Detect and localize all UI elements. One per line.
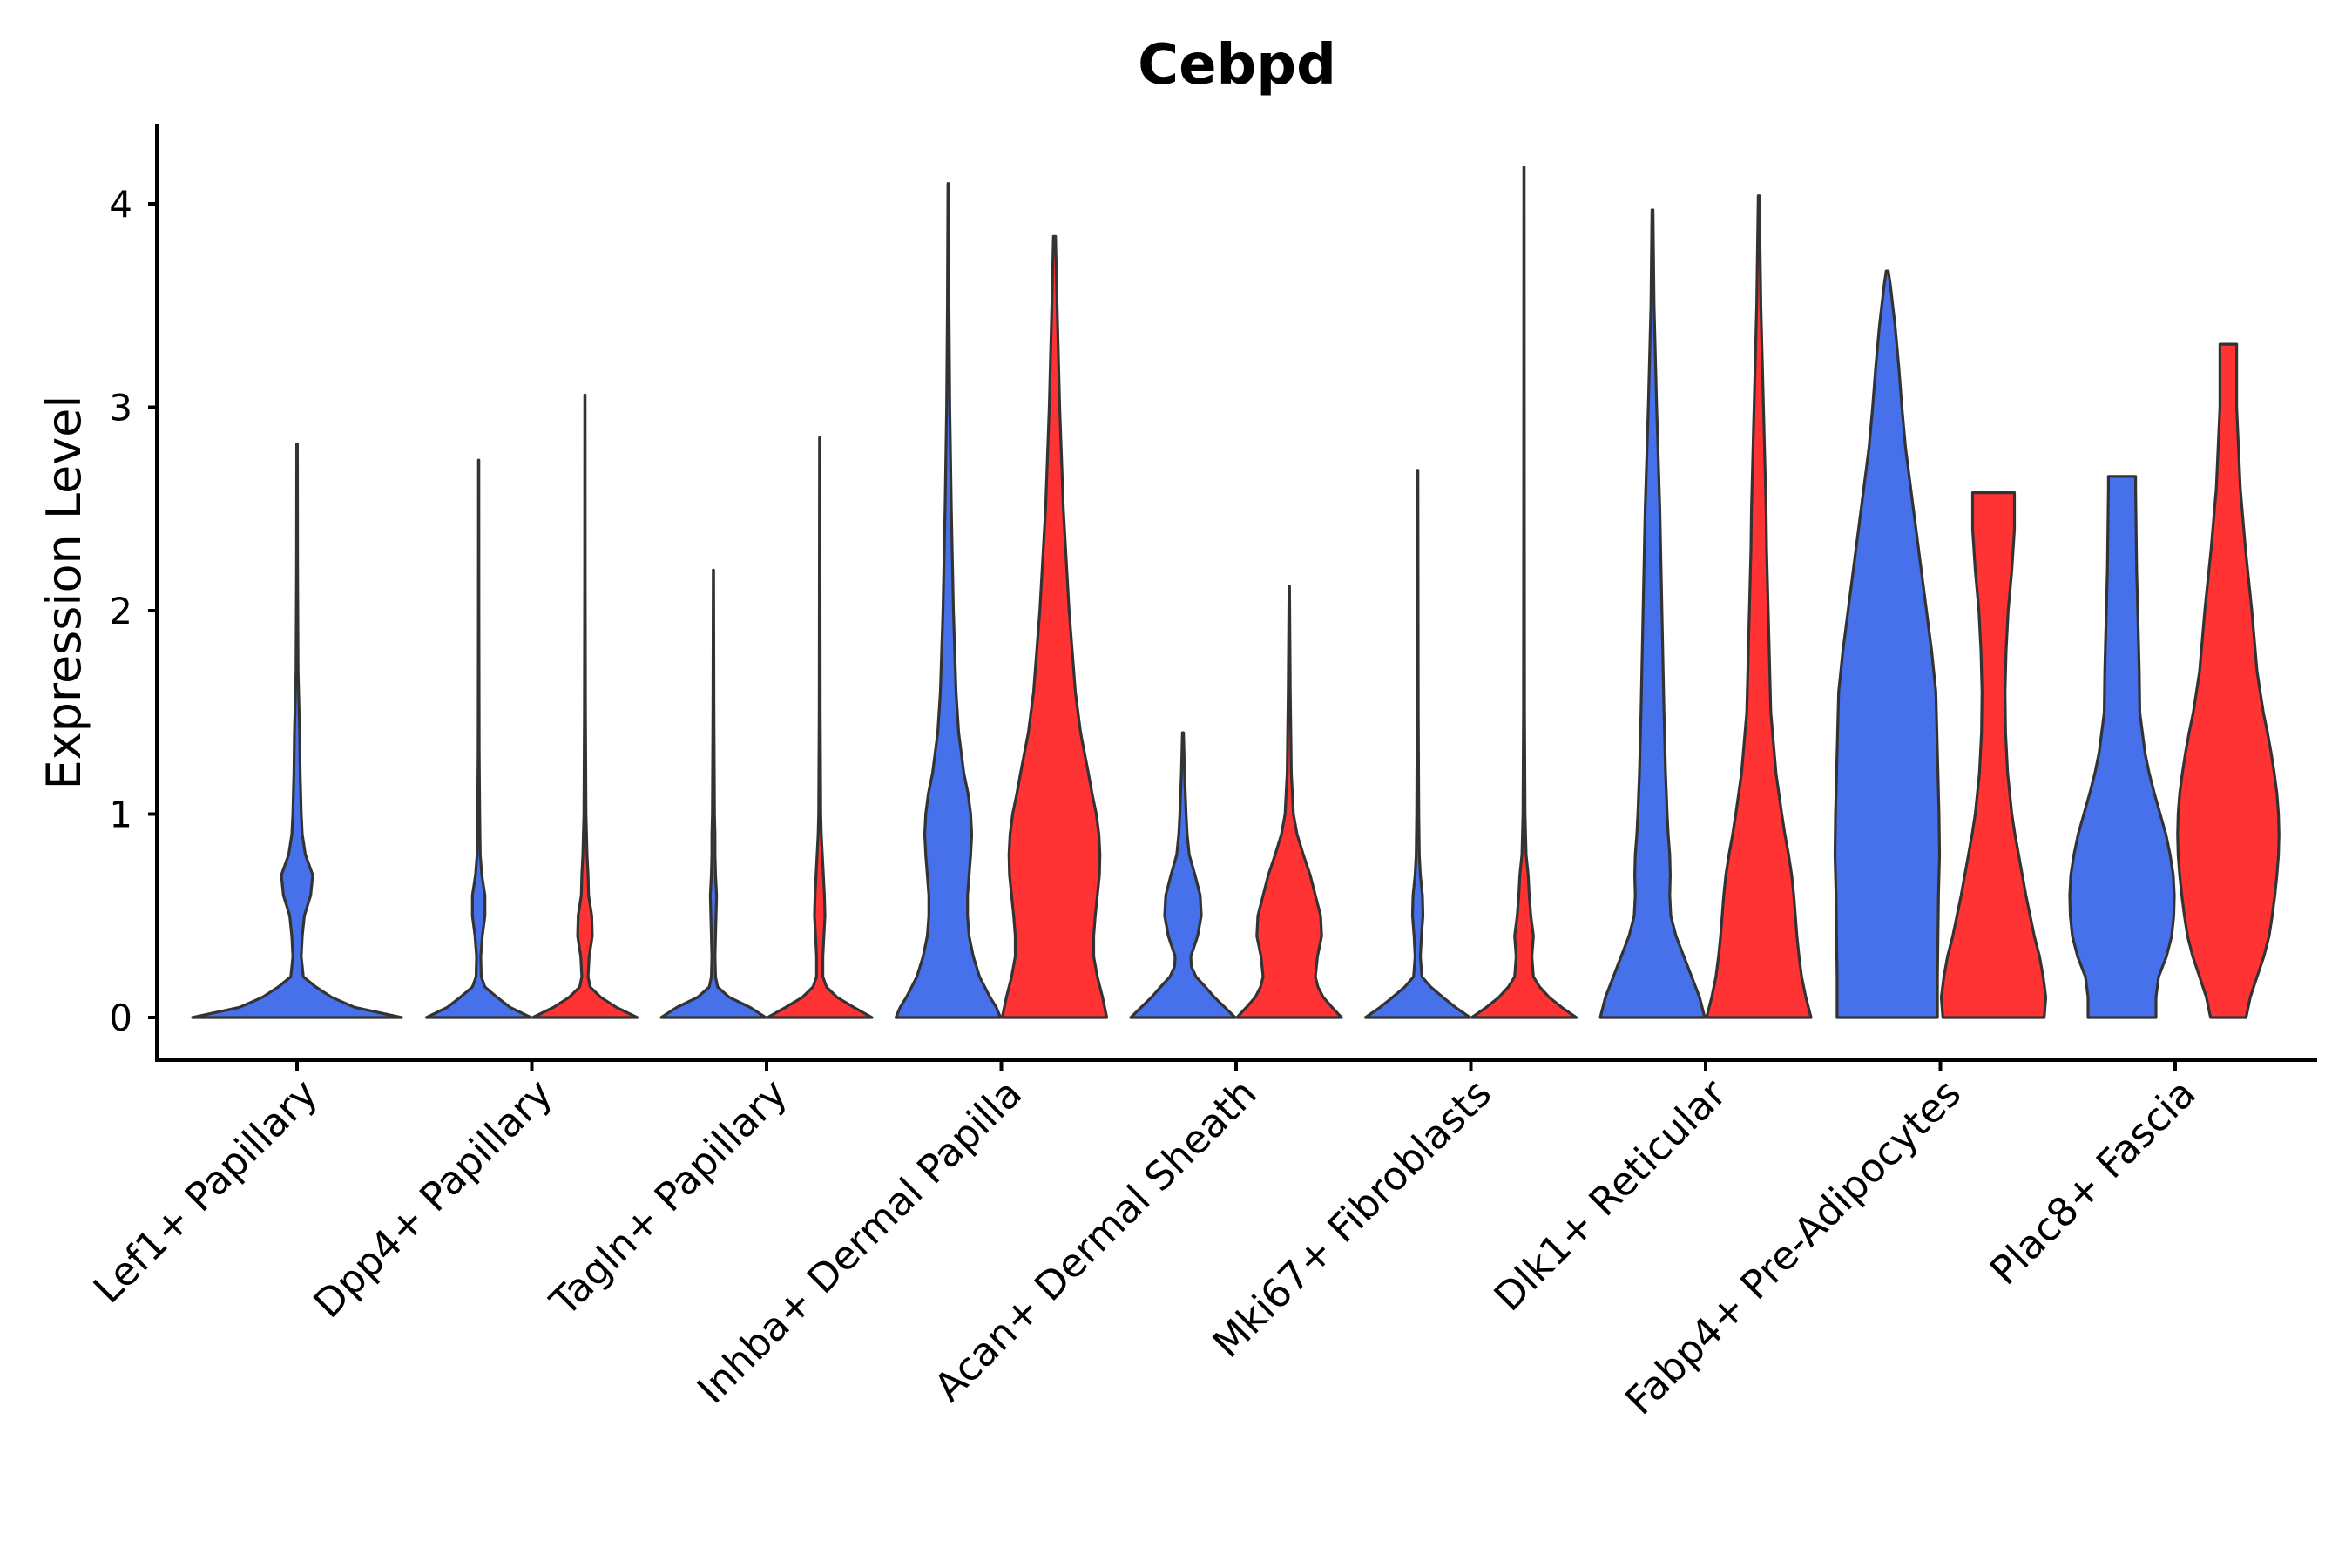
y-tick-label: 0 [109, 997, 132, 1039]
y-tick-label: 4 [109, 183, 132, 226]
violin-b [531, 393, 639, 1019]
y-tick-label: 1 [109, 794, 132, 836]
violin-b [1939, 491, 2048, 1019]
violin-b [1000, 234, 1109, 1019]
violin-b [2176, 342, 2281, 1019]
violin-a [894, 182, 1003, 1019]
violin-a [191, 442, 403, 1019]
violin-b [1705, 194, 1813, 1019]
violin-layer [191, 166, 2281, 1019]
violin-a [1833, 269, 1942, 1019]
violin-a [659, 568, 767, 1019]
violin-a [1363, 469, 1472, 1019]
chart-title: Cebpd [1138, 33, 1336, 98]
violin-b [766, 436, 874, 1019]
violin-a [1129, 731, 1237, 1019]
violin-b [1470, 166, 1578, 1019]
y-tick-label: 2 [109, 590, 132, 632]
y-ticks: 0 1 2 3 4 [109, 183, 157, 1039]
y-axis-label: Expression Level [37, 395, 91, 790]
violin-b [1235, 585, 1343, 1019]
violin-a [2068, 475, 2176, 1019]
y-tick-label: 3 [109, 387, 132, 429]
violin-a [1598, 208, 1707, 1019]
violin-a [424, 458, 533, 1019]
